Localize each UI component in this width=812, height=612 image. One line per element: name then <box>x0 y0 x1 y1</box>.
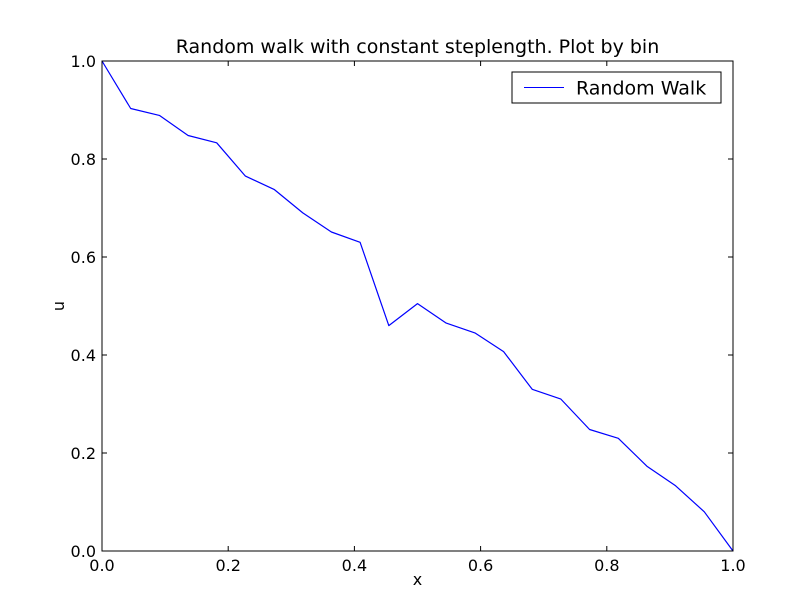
x-tick-label: 0.8 <box>594 556 619 575</box>
y-axis-label: u <box>49 301 68 311</box>
x-tick-label: 0.0 <box>89 556 114 575</box>
legend: Random Walk <box>511 71 722 104</box>
x-tick-label: 1.0 <box>720 556 745 575</box>
y-tick-labels: 0.0 0.2 0.4 0.6 0.8 1.0 <box>71 52 96 561</box>
x-tick-label: 0.6 <box>468 556 493 575</box>
plot-frame <box>101 60 734 552</box>
y-tick-label: 1.0 <box>71 52 96 71</box>
y-tick-label: 0.0 <box>71 542 96 561</box>
legend-label-random-walk: Random Walk <box>576 78 706 100</box>
series-line-random-walk <box>101 60 734 552</box>
series-lines <box>101 60 734 552</box>
x-axis-label: x <box>413 570 422 589</box>
chart-title: Random walk with constant steplength. Pl… <box>176 36 660 58</box>
plot-area <box>102 61 733 551</box>
x-tick-labels: 0.0 0.2 0.4 0.6 0.8 1.0 <box>89 556 745 575</box>
y-tick-label: 0.4 <box>71 346 96 365</box>
x-tick-label: 0.2 <box>215 556 240 575</box>
y-tick-label: 0.2 <box>71 444 96 463</box>
y-tick-label: 0.6 <box>71 248 96 267</box>
y-tick-label: 0.8 <box>71 150 96 169</box>
x-tick-label: 0.4 <box>342 556 367 575</box>
